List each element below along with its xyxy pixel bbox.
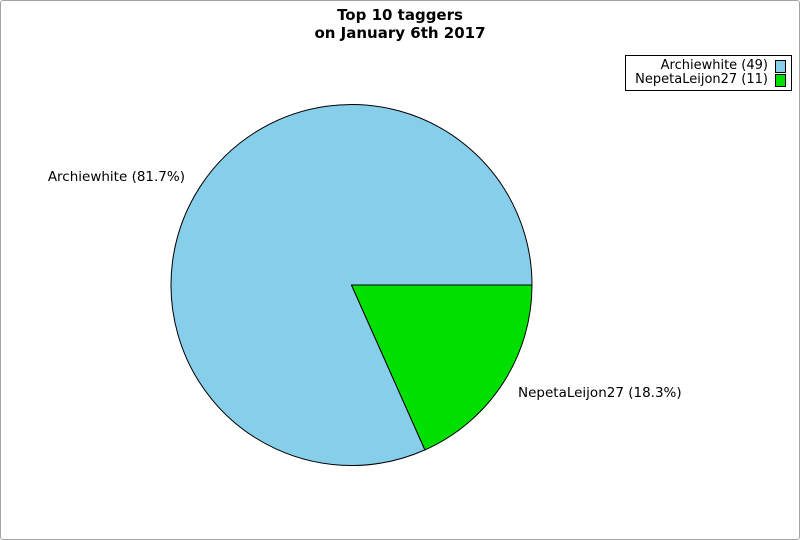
legend-label: NepetaLeijon27 (11) — [635, 72, 768, 87]
legend-entry: Archiewhite (49) — [635, 59, 786, 73]
legend-color-swatch — [775, 59, 786, 73]
legend-label: Archiewhite (49) — [660, 58, 768, 73]
legend: Archiewhite (49) NepetaLeijon27 (11) — [625, 55, 792, 91]
slice-label-nepetaleijon27: NepetaLeijon27 (18.3%) — [518, 385, 682, 401]
chart-title: Top 10 taggers on January 6th 2017 — [1, 6, 799, 42]
legend-color-swatch — [775, 73, 786, 87]
slice-label-archiewhite: Archiewhite (81.7%) — [48, 169, 185, 185]
chart-title-line2: on January 6th 2017 — [314, 24, 486, 42]
chart-title-line1: Top 10 taggers — [337, 6, 463, 24]
legend-entry: NepetaLeijon27 (11) — [635, 73, 786, 87]
pie-slice-nepetaleijon27 — [351, 284, 533, 451]
